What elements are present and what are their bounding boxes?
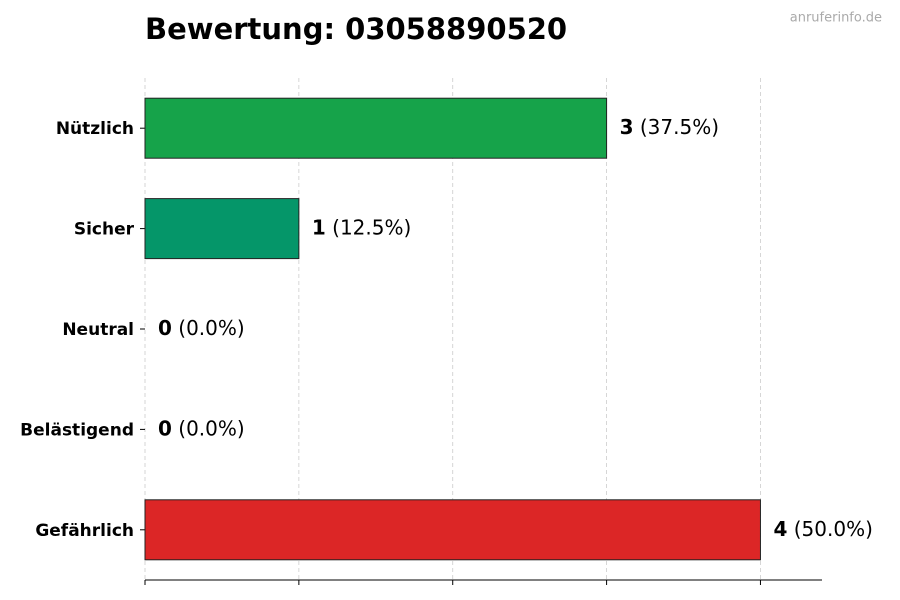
bar bbox=[144, 499, 761, 561]
value-share: (0.0%) bbox=[178, 316, 244, 340]
value-label: 0 (0.0%) bbox=[158, 316, 245, 340]
value-count: 0 bbox=[158, 316, 172, 340]
value-count: 0 bbox=[158, 416, 172, 440]
value-label: 1 (12.5%) bbox=[312, 215, 411, 239]
value-share: (50.0%) bbox=[794, 516, 873, 540]
y-tick-label: Nützlich bbox=[56, 119, 134, 139]
chart-title: Bewertung: 03058890520 bbox=[145, 12, 567, 46]
value-share: (37.5%) bbox=[640, 115, 719, 139]
value-label: 3 (37.5%) bbox=[620, 115, 719, 139]
value-share: (12.5%) bbox=[332, 215, 411, 239]
value-count: 1 bbox=[312, 215, 326, 239]
value-count: 3 bbox=[620, 115, 634, 139]
bar bbox=[144, 198, 300, 260]
watermark: anruferinfo.de bbox=[790, 11, 882, 26]
y-tick-label: Gefährlich bbox=[35, 521, 134, 541]
value-label: 0 (0.0%) bbox=[158, 416, 245, 440]
y-tick-label: Sicher bbox=[74, 220, 135, 240]
value-label: 4 (50.0%) bbox=[773, 516, 872, 540]
value-count: 4 bbox=[773, 516, 787, 540]
bar bbox=[144, 97, 608, 159]
value-share: (0.0%) bbox=[178, 416, 244, 440]
y-tick-label: Belästigend bbox=[20, 420, 134, 440]
y-tick-label: Neutral bbox=[62, 320, 134, 340]
